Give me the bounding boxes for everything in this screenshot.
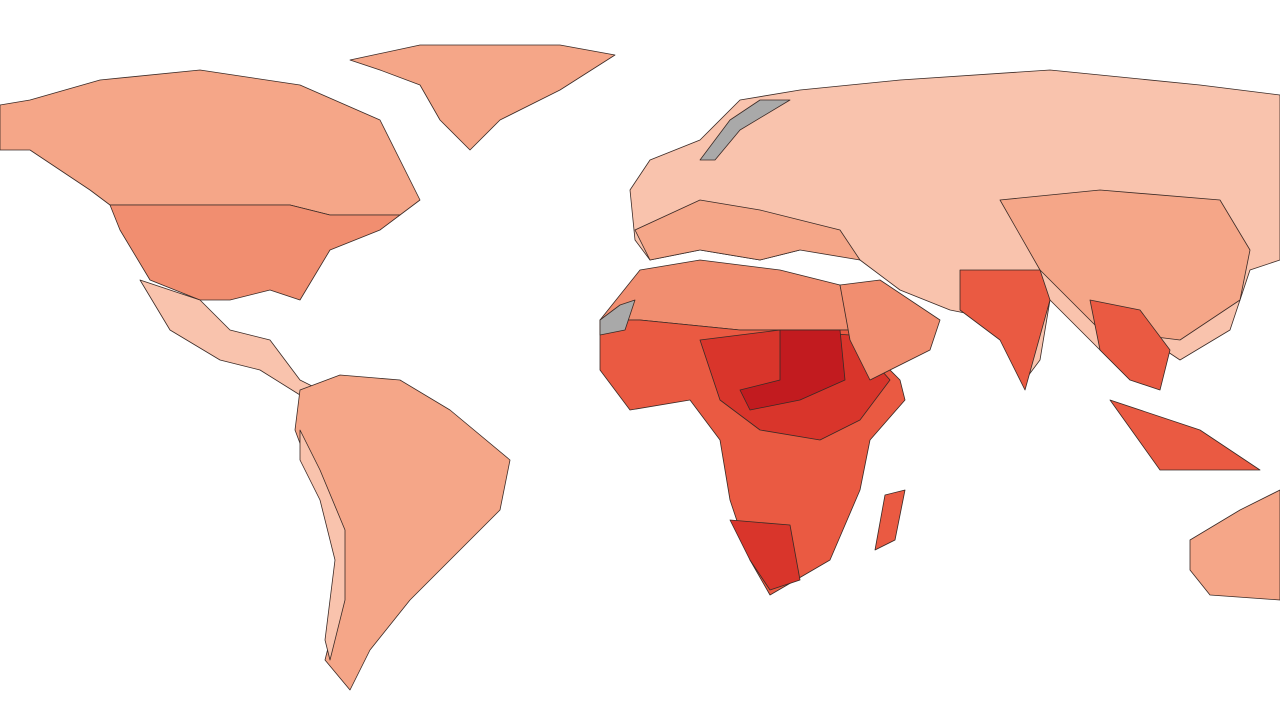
usa	[109, 204, 401, 301]
china	[999, 189, 1251, 341]
australia	[1189, 489, 1280, 601]
madagascar	[874, 489, 906, 551]
norway	[699, 99, 791, 161]
southeast-asia	[1089, 299, 1171, 391]
chile-peru	[299, 429, 346, 661]
western-sahara	[599, 299, 636, 336]
southern-africa	[729, 519, 801, 591]
europe-south	[634, 199, 861, 261]
india	[959, 269, 1051, 391]
greenland	[349, 44, 616, 151]
arabia	[839, 279, 941, 381]
sudan-car	[739, 329, 846, 411]
indonesia	[1109, 399, 1261, 471]
